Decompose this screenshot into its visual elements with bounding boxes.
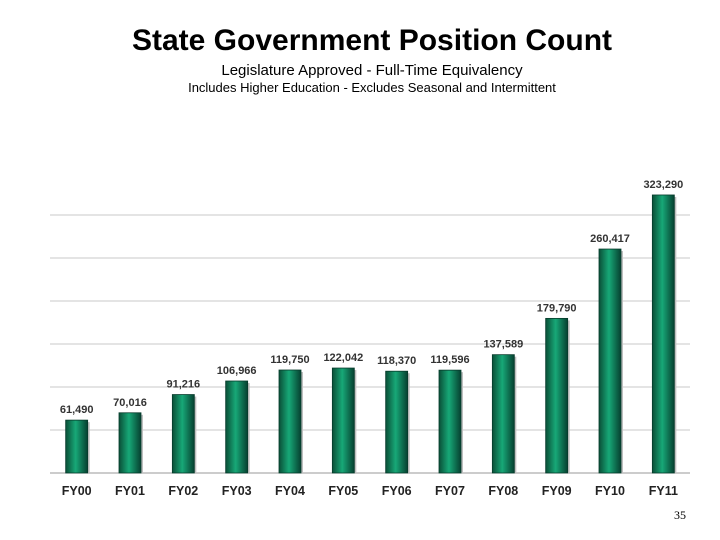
bar-fy10 <box>598 248 622 474</box>
bar-fy07 <box>438 369 462 474</box>
bar-fy06 <box>385 370 409 474</box>
value-label: 122,042 <box>323 352 363 364</box>
bar-fy11 <box>651 194 675 474</box>
value-label: 137,589 <box>483 339 523 351</box>
bar-fy01 <box>118 412 142 474</box>
bar-fy09 <box>545 317 569 474</box>
chart-note: Includes Higher Education - Excludes Sea… <box>188 80 556 95</box>
x-tick-label: FY02 <box>168 484 198 498</box>
bar-fy00 <box>65 419 89 474</box>
x-tick-label: FY10 <box>595 484 625 498</box>
page-number: 35 <box>674 508 686 522</box>
value-label: 118,370 <box>377 355 416 367</box>
x-tick-label: FY06 <box>382 484 412 498</box>
value-label: 106,966 <box>217 365 257 377</box>
value-label: 260,417 <box>590 233 630 245</box>
chart-title: State Government Position Count <box>131 24 613 57</box>
gridlines <box>50 214 690 474</box>
x-tick-label: FY09 <box>542 484 572 498</box>
chart-subtitle: Legislature Approved - Full-Time Equival… <box>221 62 523 79</box>
bar-fy02 <box>171 394 195 474</box>
value-label: 119,596 <box>430 354 469 366</box>
x-tick-labels: FY00 FY01 FY02 FY03 FY04 FY05 FY06 FY07 FY08 FY09… <box>62 484 678 498</box>
x-tick-label: FY04 <box>275 484 305 498</box>
value-labels: 61,490 70,016 91,216 106,966 119,750 122,042 1… <box>60 179 683 416</box>
value-label: 61,490 <box>60 404 94 416</box>
bar-fy08 <box>491 354 515 474</box>
x-tick-label: FY11 <box>649 484 678 498</box>
x-tick-label: FY08 <box>488 484 518 498</box>
value-label: 91,216 <box>167 379 201 391</box>
x-tick-label: FY03 <box>222 484 252 498</box>
value-label: 70,016 <box>113 397 147 409</box>
x-tick-label: FY05 <box>328 484 358 498</box>
bar-fy04 <box>278 369 302 474</box>
value-label: 323,290 <box>643 179 683 191</box>
x-tick-label: FY00 <box>62 484 92 498</box>
x-tick-label: FY01 <box>115 484 145 498</box>
value-label: 179,790 <box>537 302 577 314</box>
bar-fy03 <box>225 380 249 474</box>
bars <box>65 194 677 474</box>
x-tick-label: FY07 <box>435 484 465 498</box>
value-label: 119,750 <box>270 354 309 366</box>
bar-fy05 <box>331 367 355 474</box>
